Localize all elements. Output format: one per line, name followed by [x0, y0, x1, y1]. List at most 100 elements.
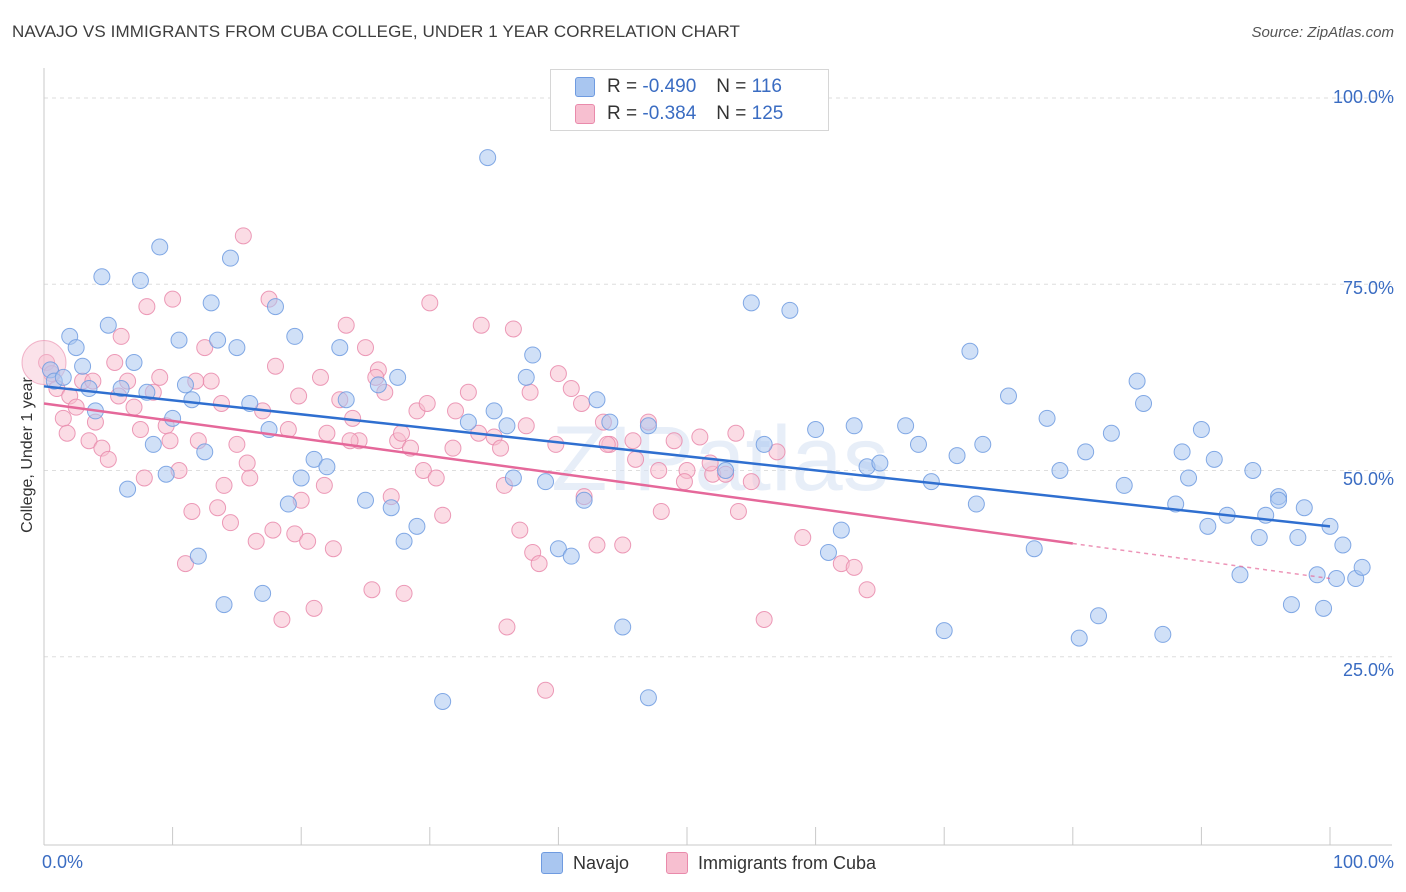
data-point: [131, 421, 149, 439]
data-point: [639, 417, 657, 435]
data-point: [357, 491, 374, 509]
data-point: [1154, 625, 1172, 643]
data-point: [176, 555, 194, 573]
data-point: [1289, 529, 1307, 547]
data-point: [58, 424, 76, 442]
data-point: [202, 294, 220, 312]
bottom-legend-cuba: Immigrants from Cuba: [666, 850, 876, 876]
data-point: [363, 581, 381, 599]
data-point: [264, 521, 282, 539]
bottom-legend-navajo: Navajo: [541, 850, 629, 876]
data-point: [357, 339, 374, 357]
data-point: [624, 432, 642, 450]
data-point: [1038, 409, 1056, 427]
legend-r-label: R =: [607, 103, 638, 124]
data-point: [157, 465, 175, 483]
data-point: [254, 584, 272, 602]
bottom-legend-swatch-cuba: [666, 852, 688, 874]
data-point: [161, 432, 179, 450]
data-point: [1250, 529, 1268, 547]
data-point: [794, 529, 812, 547]
data-point: [652, 502, 670, 520]
data-point: [511, 521, 529, 539]
data-point: [691, 428, 709, 446]
data-point: [202, 372, 220, 390]
data-point: [755, 435, 773, 453]
data-point: [1180, 469, 1198, 487]
data-point: [517, 417, 535, 435]
data-point: [1282, 596, 1300, 614]
y-tick-label: 25.0%: [1342, 660, 1394, 680]
data-point: [1077, 443, 1095, 461]
data-point: [80, 380, 98, 398]
x-tick-label-min: 0.0%: [42, 852, 84, 872]
data-point: [215, 596, 233, 614]
data-point: [138, 298, 156, 316]
data-point: [337, 316, 355, 334]
data-point: [228, 339, 246, 357]
data-point: [215, 476, 233, 494]
data-point: [1295, 499, 1313, 517]
data-point: [221, 514, 239, 532]
data-point: [212, 394, 230, 412]
data-point: [176, 376, 194, 394]
data-point: [781, 301, 799, 319]
data-point: [727, 424, 745, 442]
data-point: [135, 469, 153, 487]
data-point: [80, 432, 98, 450]
y-tick-label: 50.0%: [1342, 469, 1394, 489]
data-point: [601, 413, 619, 431]
data-point: [444, 439, 462, 457]
series-navajo-points: [41, 149, 1371, 710]
data-point: [547, 435, 565, 453]
data-point: [395, 584, 413, 602]
data-point: [1244, 462, 1262, 479]
legend-r-value: -0.490: [642, 76, 697, 97]
y-axis-label: College, Under 1 year: [19, 377, 36, 533]
data-point: [93, 268, 111, 286]
data-point: [562, 380, 580, 398]
trend-lines: [43, 385, 1331, 580]
data-point: [337, 391, 355, 409]
data-point: [266, 298, 284, 316]
data-point: [369, 376, 387, 394]
trend-line: [43, 402, 1073, 545]
data-point: [221, 249, 239, 267]
data-point: [279, 495, 297, 513]
data-point: [967, 495, 985, 513]
data-point: [755, 611, 773, 628]
data-point: [234, 227, 252, 245]
correlation-legend: R = -0.490 N = 116 R = -0.384 N = 125: [550, 69, 829, 131]
data-point: [1205, 450, 1223, 468]
data-point: [1270, 491, 1288, 509]
chart-title: NAVAJO VS IMMIGRANTS FROM CUBA COLLEGE, …: [12, 22, 741, 41]
data-point: [311, 368, 329, 386]
data-point: [241, 469, 259, 487]
data-point: [498, 618, 516, 636]
data-point: [832, 521, 850, 539]
data-point: [331, 339, 349, 357]
data-point: [183, 391, 201, 409]
legend-swatch-navajo: [575, 77, 595, 97]
data-point: [238, 454, 256, 472]
data-point: [131, 272, 149, 290]
data-point: [665, 432, 683, 450]
data-point: [504, 320, 522, 338]
data-point: [99, 450, 117, 468]
trend-line-extension: [1072, 542, 1331, 580]
data-point: [286, 525, 304, 543]
data-point: [125, 398, 143, 416]
data-point: [299, 532, 317, 550]
data-point: [305, 450, 323, 468]
data-point: [1231, 566, 1249, 584]
data-point: [573, 394, 591, 412]
data-point: [1173, 443, 1191, 461]
legend-r-value: -0.384: [642, 103, 697, 124]
data-point: [318, 424, 336, 442]
axes: [43, 68, 1392, 846]
data-point: [112, 327, 130, 345]
legend-row-cuba: R = -0.384 N = 125: [575, 101, 783, 127]
data-point: [845, 417, 863, 435]
data-point: [729, 502, 747, 520]
data-point: [1025, 540, 1043, 558]
